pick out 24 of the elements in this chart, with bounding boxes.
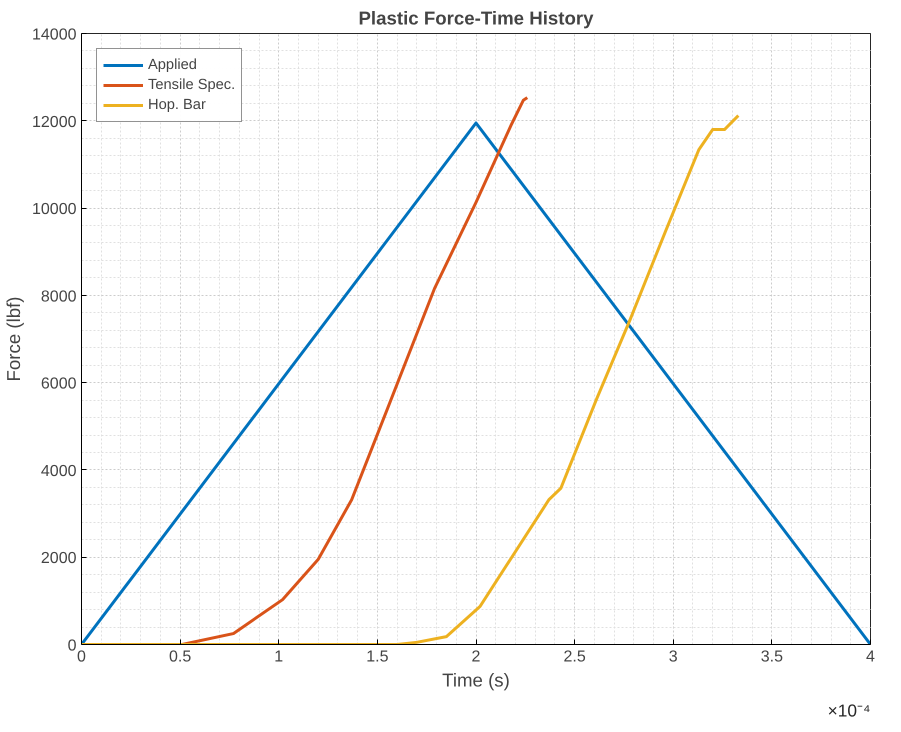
y-tick-label: 4000 <box>40 462 77 480</box>
x-tick-label: 1.5 <box>366 648 389 666</box>
x-tick-label: 1 <box>274 648 284 666</box>
y-tick-label: 0 <box>68 638 77 654</box>
legend-label: Tensile Spec. <box>148 77 236 93</box>
chart-title: Plastic Force-Time History <box>358 8 594 28</box>
x-tick-label: 3 <box>668 648 678 666</box>
y-axis-title: Force (lbf) <box>3 296 24 382</box>
y-tick-label: 10000 <box>32 201 77 218</box>
y-tick-label: 12000 <box>32 114 77 131</box>
legend-label: Hop. Bar <box>148 97 206 113</box>
x-tick-label: 2 <box>472 648 481 666</box>
x-tick-label: 0.5 <box>169 648 192 666</box>
y-tick-label: 2000 <box>40 550 77 568</box>
x-axis-title: Time (s) <box>442 670 510 690</box>
text: ×10⁻⁴ <box>828 700 871 720</box>
x-tick-label: 4 <box>866 648 876 666</box>
x-tick-label: 2.5 <box>564 648 586 666</box>
y-tick-label: 14000 <box>32 26 77 44</box>
y-tick-label: 8000 <box>40 288 77 306</box>
y-tick-label: 6000 <box>40 376 77 393</box>
legend-label: Applied <box>148 57 197 73</box>
line-series <box>82 114 740 644</box>
x-tick-label: 3.5 <box>760 648 784 666</box>
